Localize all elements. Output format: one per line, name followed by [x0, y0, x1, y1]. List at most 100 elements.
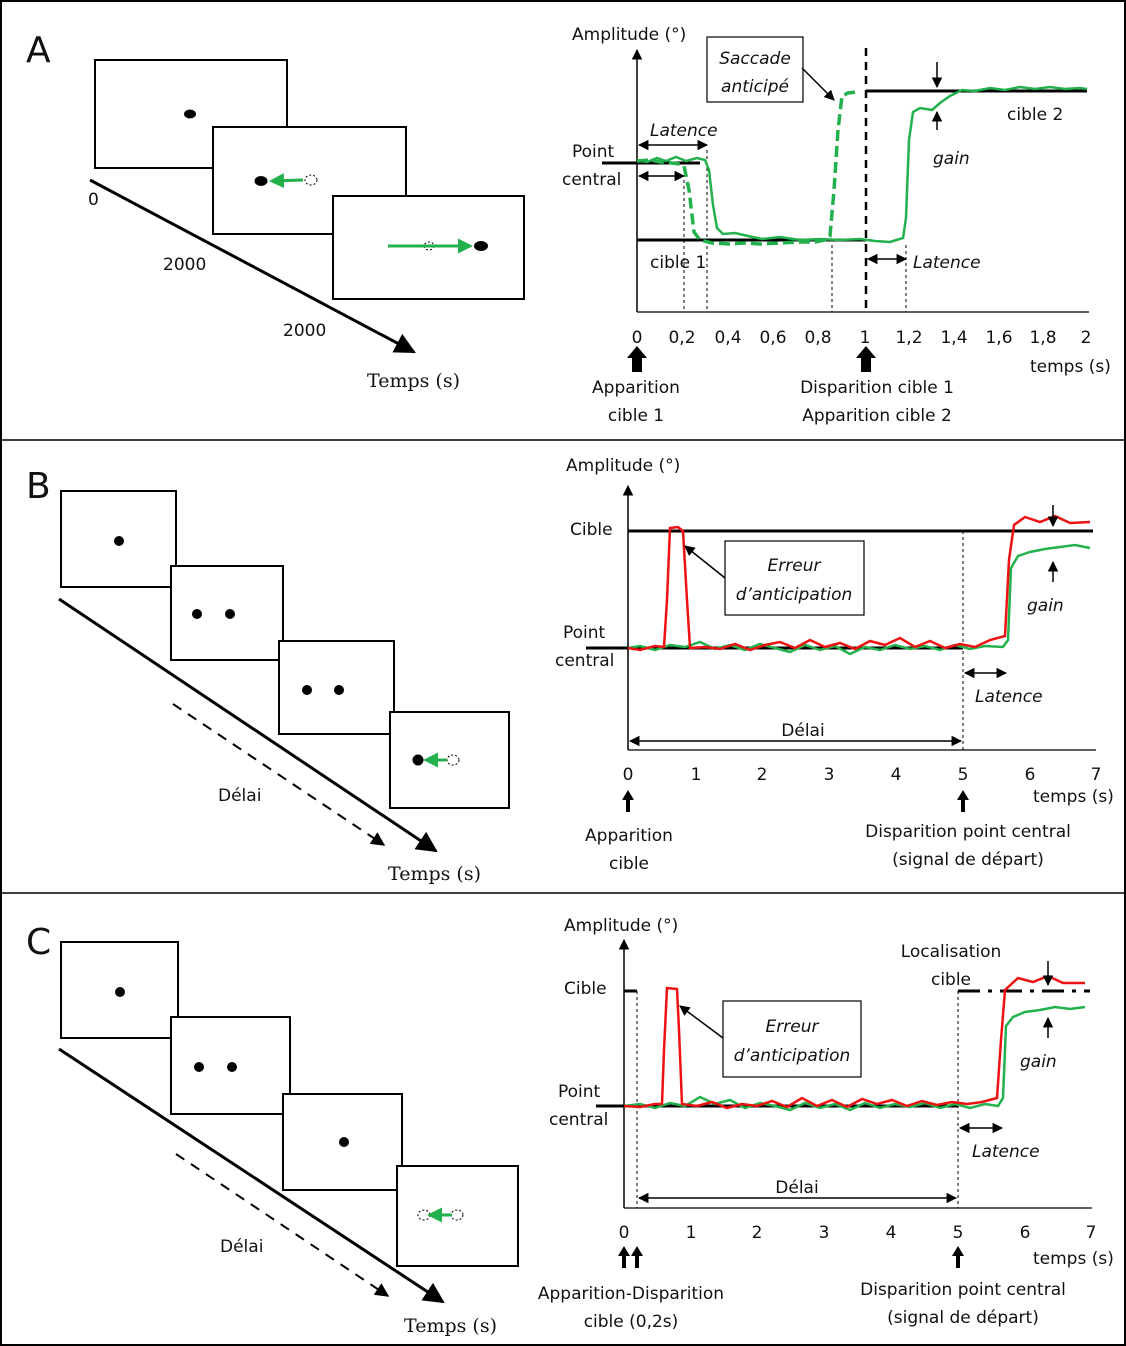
x-tick-label: 4	[886, 1223, 897, 1243]
error-annotation-pointer	[679, 1005, 724, 1039]
fixation-dot	[184, 109, 196, 119]
fixation-dot	[339, 1137, 349, 1147]
gaze-trace	[636, 85, 1088, 244]
event-arrow	[952, 1246, 964, 1268]
localisation-label: Localisation	[901, 942, 1002, 962]
event-arrow	[856, 346, 876, 372]
x-tick-label: 0,4	[714, 328, 741, 348]
gain-label: gain	[1020, 1052, 1057, 1072]
x-tick-label: 4	[891, 765, 902, 785]
fixation-dot	[194, 1062, 204, 1072]
latency-label: Latence	[975, 687, 1043, 707]
x-axis-title: temps (s)	[1033, 787, 1114, 807]
x-tick-label: 6	[1025, 765, 1036, 785]
x-tick-label: 1,8	[1029, 328, 1056, 348]
panel-a-stimulus-sequence	[94, 59, 525, 300]
previous-position-dot	[446, 754, 460, 766]
x-tick-labels: 0 0,2 0,4 0,6 0,8 1 1,2 1,4 1,6 1,8 2	[632, 328, 1092, 348]
event-label: Apparition cible 2	[802, 406, 952, 426]
target-dot	[254, 176, 268, 186]
error-annotation-box	[722, 1000, 862, 1078]
saccade-annotation-pointer	[801, 67, 835, 101]
x-tick-label: 5	[958, 765, 969, 785]
delay-span-label: Délai	[781, 721, 824, 741]
x-tick-label: 2	[757, 765, 768, 785]
event-label: cible 1	[608, 406, 664, 426]
timeline-tick: 2000	[163, 255, 206, 275]
error-annotation-box	[724, 540, 865, 616]
x-tick-label: 7	[1086, 1223, 1097, 1243]
event-label: cible	[609, 854, 649, 874]
y-axis-title: Amplitude (°)	[566, 456, 680, 476]
error-annotation: d’anticipation	[736, 585, 853, 605]
saccade-arrow	[269, 173, 304, 189]
event-label: (signal de départ)	[887, 1308, 1039, 1328]
gaze-trace-green	[623, 1005, 1086, 1112]
timeline-label: Temps (s)	[404, 1315, 497, 1337]
x-tick-label: 1	[686, 1223, 697, 1243]
event-label: Disparition point central	[860, 1280, 1066, 1300]
saccade-annotation: Saccade	[719, 49, 791, 69]
timeline-tick: 0	[88, 190, 99, 210]
error-annotation: Erreur	[766, 1017, 820, 1037]
panel-c-letter: C	[26, 922, 51, 963]
central-point-label: Point	[558, 1082, 601, 1102]
x-tick-label: 0,6	[759, 328, 786, 348]
chart-b: Amplitude (°) temps (s) 0 1 2 3 4 5 6 7 …	[555, 456, 1114, 874]
timeline-axis	[58, 597, 438, 853]
panel-a-letter: A	[26, 30, 51, 71]
panel-c: C Délai Temps (s) Amplitude (°) temps (s…	[26, 916, 1114, 1337]
saccade-annotation: anticipé	[721, 77, 789, 97]
timeline-label: Temps (s)	[388, 863, 481, 885]
target-label: Cible	[564, 979, 607, 999]
x-tick-label: 1	[691, 765, 702, 785]
error-annotation: Erreur	[768, 556, 822, 576]
target-dot	[412, 754, 424, 766]
panel-a: A 0 2000 2000 Temps (s) Amplitude (°) te…	[26, 25, 1111, 426]
event-arrow	[627, 346, 647, 372]
gaze-trace-anticipatory	[636, 90, 857, 246]
event-label: Apparition	[592, 378, 680, 398]
x-tick-label: 3	[819, 1223, 830, 1243]
event-label: (signal de départ)	[892, 850, 1044, 870]
delay-label: Délai	[220, 1237, 263, 1257]
error-annotation-pointer	[684, 545, 726, 579]
x-tick-labels: 0 1 2 3 4 5 6 7	[619, 1223, 1097, 1243]
central-point-label: central	[562, 170, 621, 190]
x-tick-label: 1,4	[940, 328, 967, 348]
fixation-dot	[192, 609, 202, 619]
target-2-label: cible 2	[1007, 105, 1063, 125]
target-dot-2	[474, 241, 488, 251]
target-dot	[227, 1062, 237, 1072]
x-axis-title: temps (s)	[1033, 1249, 1114, 1269]
x-tick-label: 6	[1020, 1223, 1031, 1243]
gaze-trace-red	[627, 514, 1091, 652]
central-point-label: central	[549, 1110, 608, 1130]
x-tick-label: 1	[860, 328, 871, 348]
latency-label: Latence	[913, 253, 981, 273]
central-point-label: Point	[572, 142, 615, 162]
latency-label: Latence	[972, 1142, 1040, 1162]
event-label: Apparition	[585, 826, 673, 846]
chart-c: Amplitude (°) temps (s) 0 1 2 3 4 5 6 7 …	[538, 916, 1114, 1332]
gain-label: gain	[1027, 596, 1064, 616]
x-tick-label: 0	[619, 1223, 630, 1243]
fixation-dot	[114, 536, 124, 546]
x-tick-label: 0,8	[804, 328, 831, 348]
x-tick-label: 0,2	[668, 328, 695, 348]
x-axis-title: temps (s)	[1030, 357, 1111, 377]
previous-position-dot	[450, 1209, 464, 1221]
x-tick-label: 1,6	[985, 328, 1012, 348]
x-tick-label: 2	[1081, 328, 1092, 348]
delay-arrow	[175, 1153, 390, 1297]
x-tick-label: 3	[824, 765, 835, 785]
event-arrow	[622, 790, 634, 812]
event-arrow	[618, 1246, 630, 1268]
timeline-axis	[58, 1047, 445, 1304]
x-tick-label: 7	[1091, 765, 1102, 785]
panel-b-stimulus-sequence	[60, 490, 510, 809]
x-tick-label: 0	[623, 765, 634, 785]
event-label: Disparition cible 1	[800, 378, 954, 398]
